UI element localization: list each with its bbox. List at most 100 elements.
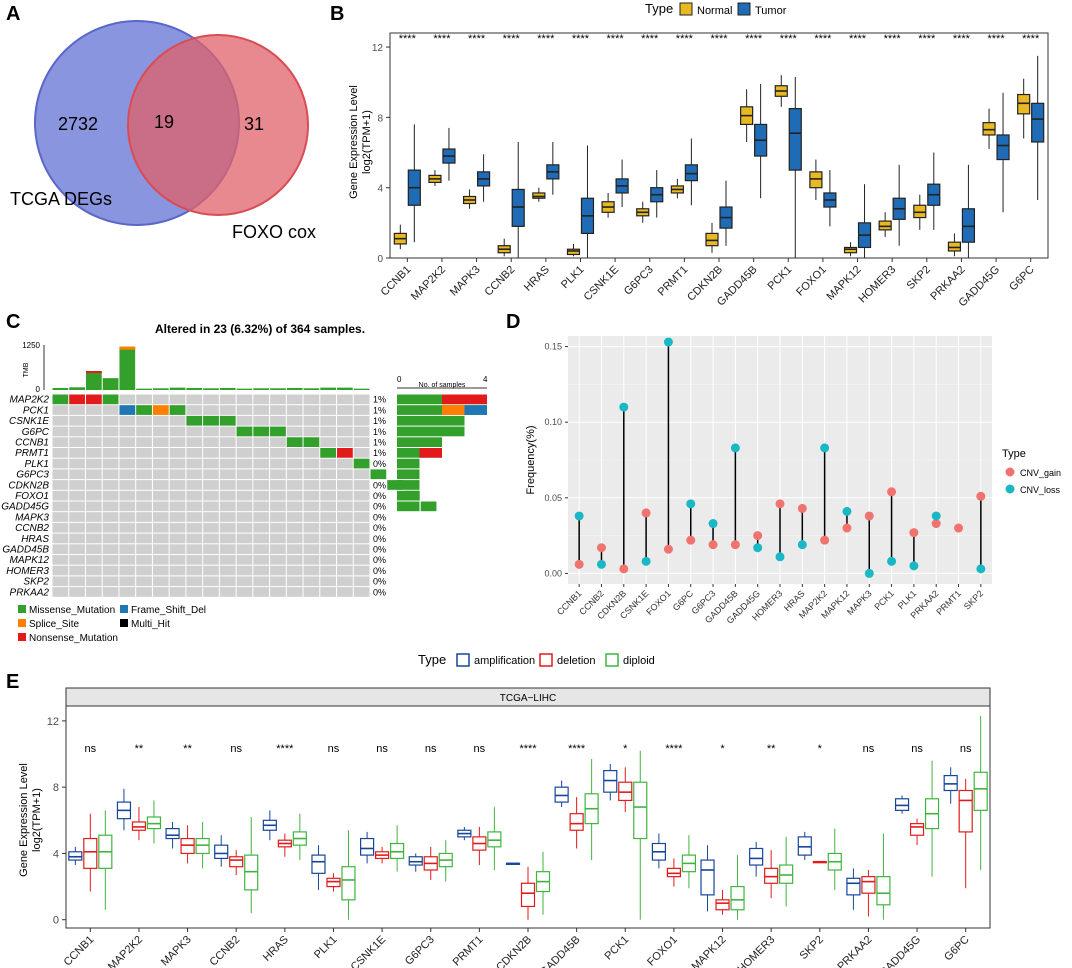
cell — [169, 587, 186, 597]
significance-hras: **** — [276, 743, 294, 755]
cell — [119, 587, 136, 597]
cell — [353, 522, 370, 533]
cell — [52, 522, 69, 533]
side-bar-gadd45g — [397, 501, 420, 512]
cell — [286, 512, 303, 522]
side-bar-g6pc — [397, 426, 465, 437]
x-tick-label-mapk3: MAPK3 — [448, 264, 483, 299]
significance-gadd45b: **** — [568, 743, 586, 755]
cell — [85, 490, 102, 501]
cell — [353, 587, 370, 597]
gene-percent-g6pc: 1% — [373, 427, 386, 437]
point-gain-gadd45b — [730, 540, 740, 550]
cell — [353, 490, 370, 501]
gene-label-hras: HRAS — [21, 534, 49, 545]
tmb-bar-14 — [286, 387, 303, 390]
panel-b-boxplot: Type Normal Tumor Gene Expression Level log2… — [348, 1, 1049, 309]
tmb-bar-18 — [353, 388, 370, 390]
box-body — [700, 859, 715, 896]
point-gain-gadd45g — [753, 531, 763, 541]
cell — [236, 501, 253, 512]
cell — [102, 587, 119, 597]
point-loss-map2k2 — [820, 443, 830, 453]
cell — [270, 587, 286, 597]
box-amplification-skp2 — [797, 831, 812, 861]
cell — [102, 469, 119, 480]
box-amplification-foxo1 — [651, 833, 666, 869]
box-deletion-ccnb2 — [229, 850, 244, 875]
cell — [203, 555, 219, 565]
box-diploid-foxo1 — [681, 835, 696, 889]
y-tick-label: 0.10 — [544, 417, 562, 427]
cell — [136, 458, 152, 469]
box-body — [861, 876, 876, 894]
legend-label-multi-hit: Multi_Hit — [131, 619, 170, 630]
point-gain-g6pc3 — [708, 540, 718, 550]
mutation-cell-5 — [136, 405, 152, 415]
box-deletion-foxo1 — [666, 858, 681, 887]
gene-percent-mapk12: 0% — [373, 555, 386, 565]
box-tumor-g6pc3 — [650, 170, 664, 218]
point-loss-plk1 — [909, 561, 919, 571]
box-tumor-gadd45b — [754, 83, 768, 199]
gene-percent-hras: 0% — [373, 534, 386, 544]
side-bar-ccnb1 — [397, 437, 442, 447]
cell — [253, 533, 270, 544]
cell — [69, 437, 85, 447]
cell — [236, 458, 253, 469]
x-tick-label-ccnb1: CCNB1 — [379, 264, 414, 299]
cell — [186, 448, 203, 458]
legend-title: Type — [645, 1, 673, 16]
cell — [253, 394, 270, 405]
cell — [353, 437, 370, 447]
tmb-bar-11 — [236, 388, 253, 390]
cell — [303, 555, 320, 565]
cell — [320, 522, 337, 533]
tmb-tick-bottom: 0 — [36, 385, 41, 394]
significance-g6pc: ns — [960, 743, 972, 755]
x-tick-label-map2k2: MAP2K2 — [409, 264, 448, 303]
mutation-cell-18 — [353, 458, 370, 469]
cell — [186, 576, 203, 587]
cell — [236, 448, 253, 458]
gene-label-homer3: HOMER3 — [6, 566, 49, 577]
cell — [303, 501, 320, 512]
cell — [219, 469, 236, 480]
cell — [353, 448, 370, 458]
cell — [69, 587, 85, 597]
box-tumor-prkaa2 — [961, 164, 976, 258]
cell — [169, 544, 186, 554]
significance-gadd45g: ns — [911, 743, 923, 755]
point-gain-g6pc — [686, 535, 696, 545]
gene-label-skp2: SKP2 — [23, 577, 49, 588]
cell — [219, 555, 236, 565]
significance-mapk3: ** — [183, 743, 192, 755]
cell — [236, 405, 253, 415]
cell — [52, 458, 69, 469]
x-tick-label-foxo1: FOXO1 — [644, 588, 673, 617]
box-amplification-gadd45g — [894, 795, 910, 814]
x-tick-label-mapk12: MAPK12 — [689, 934, 728, 968]
cell — [286, 555, 303, 565]
cell — [303, 544, 320, 554]
cell — [85, 555, 102, 565]
cell — [136, 448, 152, 458]
box-tumor-prmt1 — [684, 138, 698, 206]
cell — [186, 565, 203, 576]
cell — [270, 405, 286, 415]
y-tick-label: 0.05 — [544, 493, 562, 503]
cell — [320, 576, 337, 587]
cell — [169, 437, 186, 447]
box-body — [947, 241, 962, 252]
x-tick-label-ccnb1: CCNB1 — [62, 934, 97, 968]
cell — [270, 512, 286, 522]
box-deletion-gadd45b — [569, 797, 584, 849]
significance-ccnb2: **** — [503, 33, 521, 45]
legend-label-missense-mutation: Missense_Mutation — [29, 605, 115, 616]
box-normal-ccnb1 — [393, 224, 407, 250]
cell — [253, 501, 270, 512]
box-diploid-plk1 — [341, 830, 356, 920]
box-body — [165, 827, 180, 840]
point-loss-homer3 — [775, 552, 785, 562]
cell — [270, 576, 286, 587]
